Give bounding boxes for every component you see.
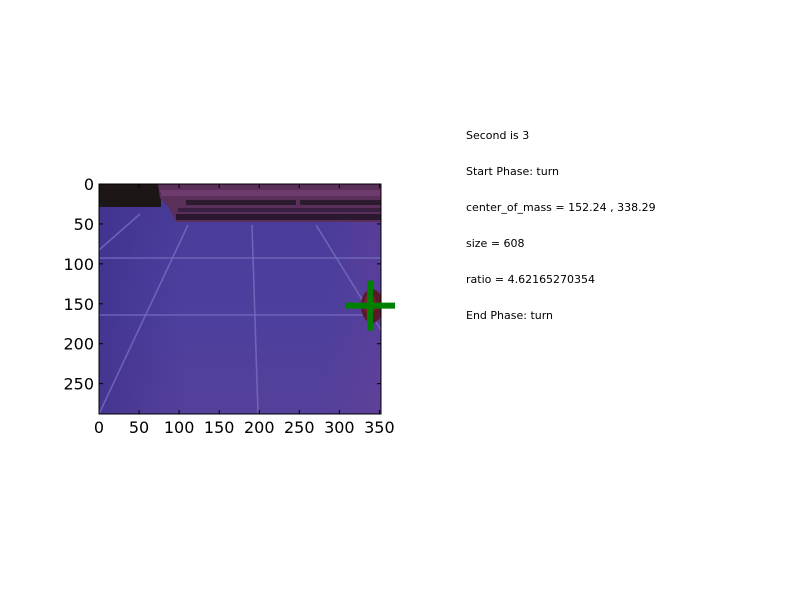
y-tick-label: 200	[63, 335, 94, 354]
x-tick-label: 200	[244, 418, 275, 437]
y-tick-label: 150	[63, 295, 94, 314]
y-axis-ticks: 0 50 100 150 200 250	[63, 175, 381, 394]
camera-image	[99, 184, 381, 414]
center-of-mass-marker	[345, 280, 396, 331]
x-axis-ticks: 0 50 100 150 200 250 300 350	[94, 184, 395, 437]
info-line-end-phase: End Phase: turn	[466, 309, 554, 322]
info-line-second: Second is 3	[466, 129, 530, 142]
info-panel: Second is 3 Start Phase: turn center_of_…	[466, 106, 656, 334]
info-line-start-phase: Start Phase: turn	[466, 165, 560, 178]
x-tick-label: 250	[284, 418, 315, 437]
axes-frame	[98, 183, 382, 415]
x-tick-label: 150	[204, 418, 235, 437]
y-tick-label: 250	[63, 375, 94, 394]
x-tick-label: 50	[129, 418, 149, 437]
info-line-size: size = 608	[466, 237, 525, 250]
y-tick-label: 100	[63, 255, 94, 274]
x-tick-label: 350	[364, 418, 395, 437]
y-tick-label: 50	[74, 215, 94, 234]
info-line-center-of-mass: center_of_mass = 152.24 , 338.29	[466, 201, 656, 214]
info-line-ratio: ratio = 4.62165270354	[466, 273, 596, 286]
x-tick-label: 0	[94, 418, 104, 437]
x-tick-label: 300	[324, 418, 355, 437]
y-tick-label: 0	[84, 175, 94, 194]
x-tick-label: 100	[164, 418, 195, 437]
